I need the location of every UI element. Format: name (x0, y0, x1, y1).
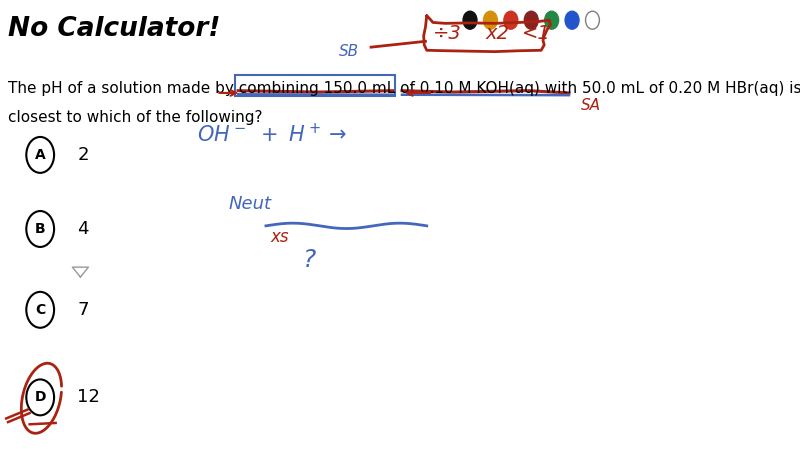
Text: 4: 4 (78, 220, 89, 238)
Ellipse shape (545, 11, 558, 29)
Text: ?: ? (302, 248, 316, 273)
Ellipse shape (463, 11, 477, 29)
Text: 7: 7 (78, 301, 89, 319)
Text: 12: 12 (78, 388, 100, 406)
Text: x2: x2 (486, 24, 510, 43)
Ellipse shape (483, 11, 498, 29)
Text: <1: <1 (522, 24, 550, 43)
Text: $OH^- \ + \ H^+ \rightarrow$: $OH^- \ + \ H^+ \rightarrow$ (198, 123, 347, 146)
Text: No Calculator!: No Calculator! (8, 16, 221, 42)
Text: xs: xs (271, 228, 290, 246)
Text: Neut: Neut (229, 195, 272, 213)
Text: 2: 2 (78, 146, 89, 164)
Ellipse shape (504, 11, 518, 29)
Text: SA: SA (582, 98, 602, 113)
Text: SB: SB (339, 44, 359, 59)
Text: closest to which of the following?: closest to which of the following? (8, 110, 262, 125)
Text: ÷3: ÷3 (434, 24, 462, 43)
Ellipse shape (565, 11, 579, 29)
Text: B: B (35, 222, 46, 236)
Text: D: D (34, 390, 46, 405)
Text: The pH of a solution made by combining 150.0 mL of 0.10 M KOH(aq) with 50.0 mL o: The pH of a solution made by combining 1… (8, 81, 800, 96)
Text: C: C (35, 303, 46, 317)
Ellipse shape (524, 11, 538, 29)
Text: A: A (35, 148, 46, 162)
